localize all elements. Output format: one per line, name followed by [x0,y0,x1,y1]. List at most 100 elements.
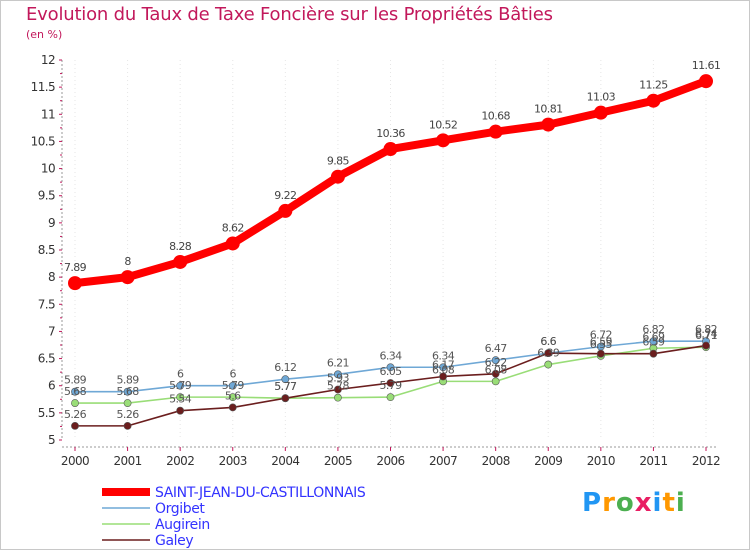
data-label: 6.6 [540,335,556,348]
series-point [491,356,500,365]
data-label: 5.89 [117,374,140,387]
series-point [176,393,185,402]
data-label: 5.77 [274,380,297,393]
chart-subtitle: (en %) [26,28,63,41]
series-point [439,372,447,381]
series-point [491,377,500,386]
series-point [281,375,290,384]
data-label: 6.21 [327,356,349,369]
series-point [123,387,132,396]
series-point [544,349,553,358]
x-tick-label: 2011 [639,454,667,468]
series-point [702,341,710,350]
data-label: 6.6 [540,335,556,348]
logo-letter: P [582,488,603,518]
series-point [596,349,605,358]
series-point [173,254,188,269]
series-point [699,74,713,89]
data-label: 5.79 [379,379,402,392]
chart-data-labels: 7.89 8 8.28 8.62 9.22 9.85 10.36 10.52 10.68 10.8… [64,59,721,421]
data-label: 5.93 [327,372,350,385]
y-tick-label: 11 [41,107,55,121]
series-point [225,236,240,251]
data-label: 5.79 [222,379,245,392]
data-label: 11.25 [639,79,668,92]
legend-label: Galey [155,533,193,549]
series-point [386,363,395,372]
data-label: 5.68 [117,385,140,398]
series-point [71,387,79,396]
x-tick-label: 2002 [166,454,194,468]
legend-label: Augirein [155,517,210,533]
logo-letter: o [615,488,635,518]
series-point [649,349,658,358]
logo-letter: r [602,488,616,518]
data-label: 6.34 [379,349,402,362]
series-point [68,276,82,291]
data-label: 6.22 [485,356,507,369]
data-label: 5.6 [225,389,241,402]
y-tick-label: 10.5 [31,134,55,148]
data-label: 6.59 [590,336,613,349]
y-tick-label: 7 [48,324,55,338]
data-label: 6.08 [432,363,455,376]
y-tick-label: 5.5 [38,406,55,420]
series-point [593,105,608,120]
series-point [383,142,398,157]
x-tick-label: 2004 [271,454,299,468]
data-label: 10.81 [534,103,563,116]
data-label: 5.77 [274,380,297,393]
x-tick-label: 2003 [219,454,247,468]
data-label: 6.74 [695,328,718,341]
series-point [386,393,395,402]
series-point [228,393,237,402]
x-tick-label: 2012 [692,454,720,468]
series-point [334,393,342,402]
series-point [228,403,237,412]
chart-title: Evolution du Taux de Taxe Foncière sur l… [26,4,553,25]
x-tick-label: 2009 [534,454,562,468]
data-label: 5.89 [64,374,87,387]
data-label: 6.17 [432,358,455,371]
y-tick-label: 8 [48,270,55,284]
y-tick-label: 12 [41,53,55,67]
x-tick-label: 2007 [429,454,457,468]
data-label: 5.78 [327,380,350,393]
x-tick-label: 2000 [61,454,89,468]
data-label: 6.12 [274,361,296,374]
y-tick-label: 11.5 [31,80,55,94]
data-label: 5.26 [117,408,140,421]
data-label: 9.22 [274,189,296,202]
data-label: 6.72 [590,329,612,342]
data-label: 8.62 [222,221,244,234]
y-tick-label: 5 [48,433,55,447]
series-point [228,381,237,390]
data-label: 5.79 [169,379,192,392]
data-label: 6.05 [379,365,402,378]
data-label: 10.52 [429,118,458,131]
data-label: 6.39 [537,347,560,360]
data-label: 10.68 [481,110,510,123]
y-tick-label: 8.5 [38,243,55,257]
data-label: 6.34 [432,349,455,362]
series-point [123,399,132,407]
y-tick-label: 6 [48,379,55,393]
legend-label: Orgibet [155,501,205,517]
data-label: 5.26 [64,408,87,421]
logo-letter: x [634,488,653,518]
chart-axes: 5 5.5 6 6.5 7 7.5 8 8.5 9 9.5 10 10.5 11 11.5 12 2000 20… [31,53,721,468]
series-point [646,93,661,108]
data-label: 9.85 [327,155,350,168]
series-point [491,369,500,378]
series-point [436,133,451,148]
legend-label: SAINT-JEAN-DU-CASTILLONNAIS [155,485,366,501]
y-tick-label: 9 [48,216,55,230]
y-tick-label: 10 [41,162,55,176]
series-point [176,381,185,390]
data-label: 8 [124,255,131,268]
data-label: 5.68 [64,385,87,398]
series-point [439,363,447,372]
data-label: 6.47 [485,342,508,355]
data-label: 6.55 [590,338,613,351]
data-label: 11.61 [692,59,721,72]
